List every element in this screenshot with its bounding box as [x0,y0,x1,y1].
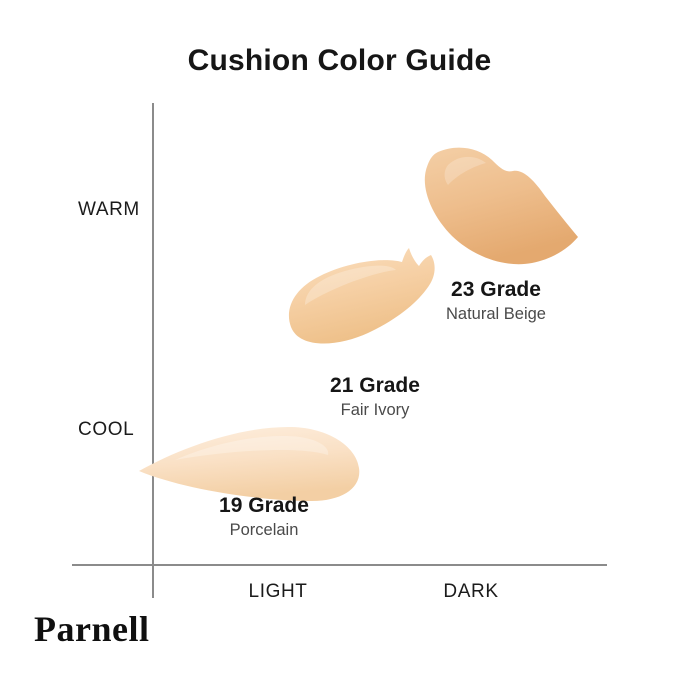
x-axis-line [72,564,607,566]
brand-logo: Parnell [34,609,150,649]
x-axis-label-light: LIGHT [248,581,308,602]
swatch-blob-21-grade [288,248,435,344]
x-axis-label-dark: DARK [443,581,499,602]
swatch-blob-23-grade [424,147,578,265]
y-axis-label-warm: WARM [78,199,140,220]
y-axis-line [152,103,154,598]
swatch-shade-text: Fair Ivory [340,401,410,419]
swatch-shade-text: Natural Beige [446,305,546,323]
swatch-grade-text: 23 Grade [451,278,541,301]
swatch-grade-text: 21 Grade [330,374,420,397]
swatch-grade-text: 19 Grade [219,494,309,517]
swatch-label-21-grade: 21 Grade Fair Ivory [330,374,420,420]
swatch-blob-19-grade [139,426,360,501]
swatch-label-23-grade: 23 Grade Natural Beige [446,278,546,324]
swatch-label-19-grade: 19 Grade Porcelain [219,494,309,540]
y-axis-label-cool: COOL [78,419,135,440]
swatch-blob-19-highlight [175,436,329,460]
page-title: Cushion Color Guide [187,44,492,77]
swatch-blob-23-highlight [444,156,486,185]
swatch-blob-21-highlight [305,265,396,305]
swatch-shade-text: Porcelain [229,521,299,539]
